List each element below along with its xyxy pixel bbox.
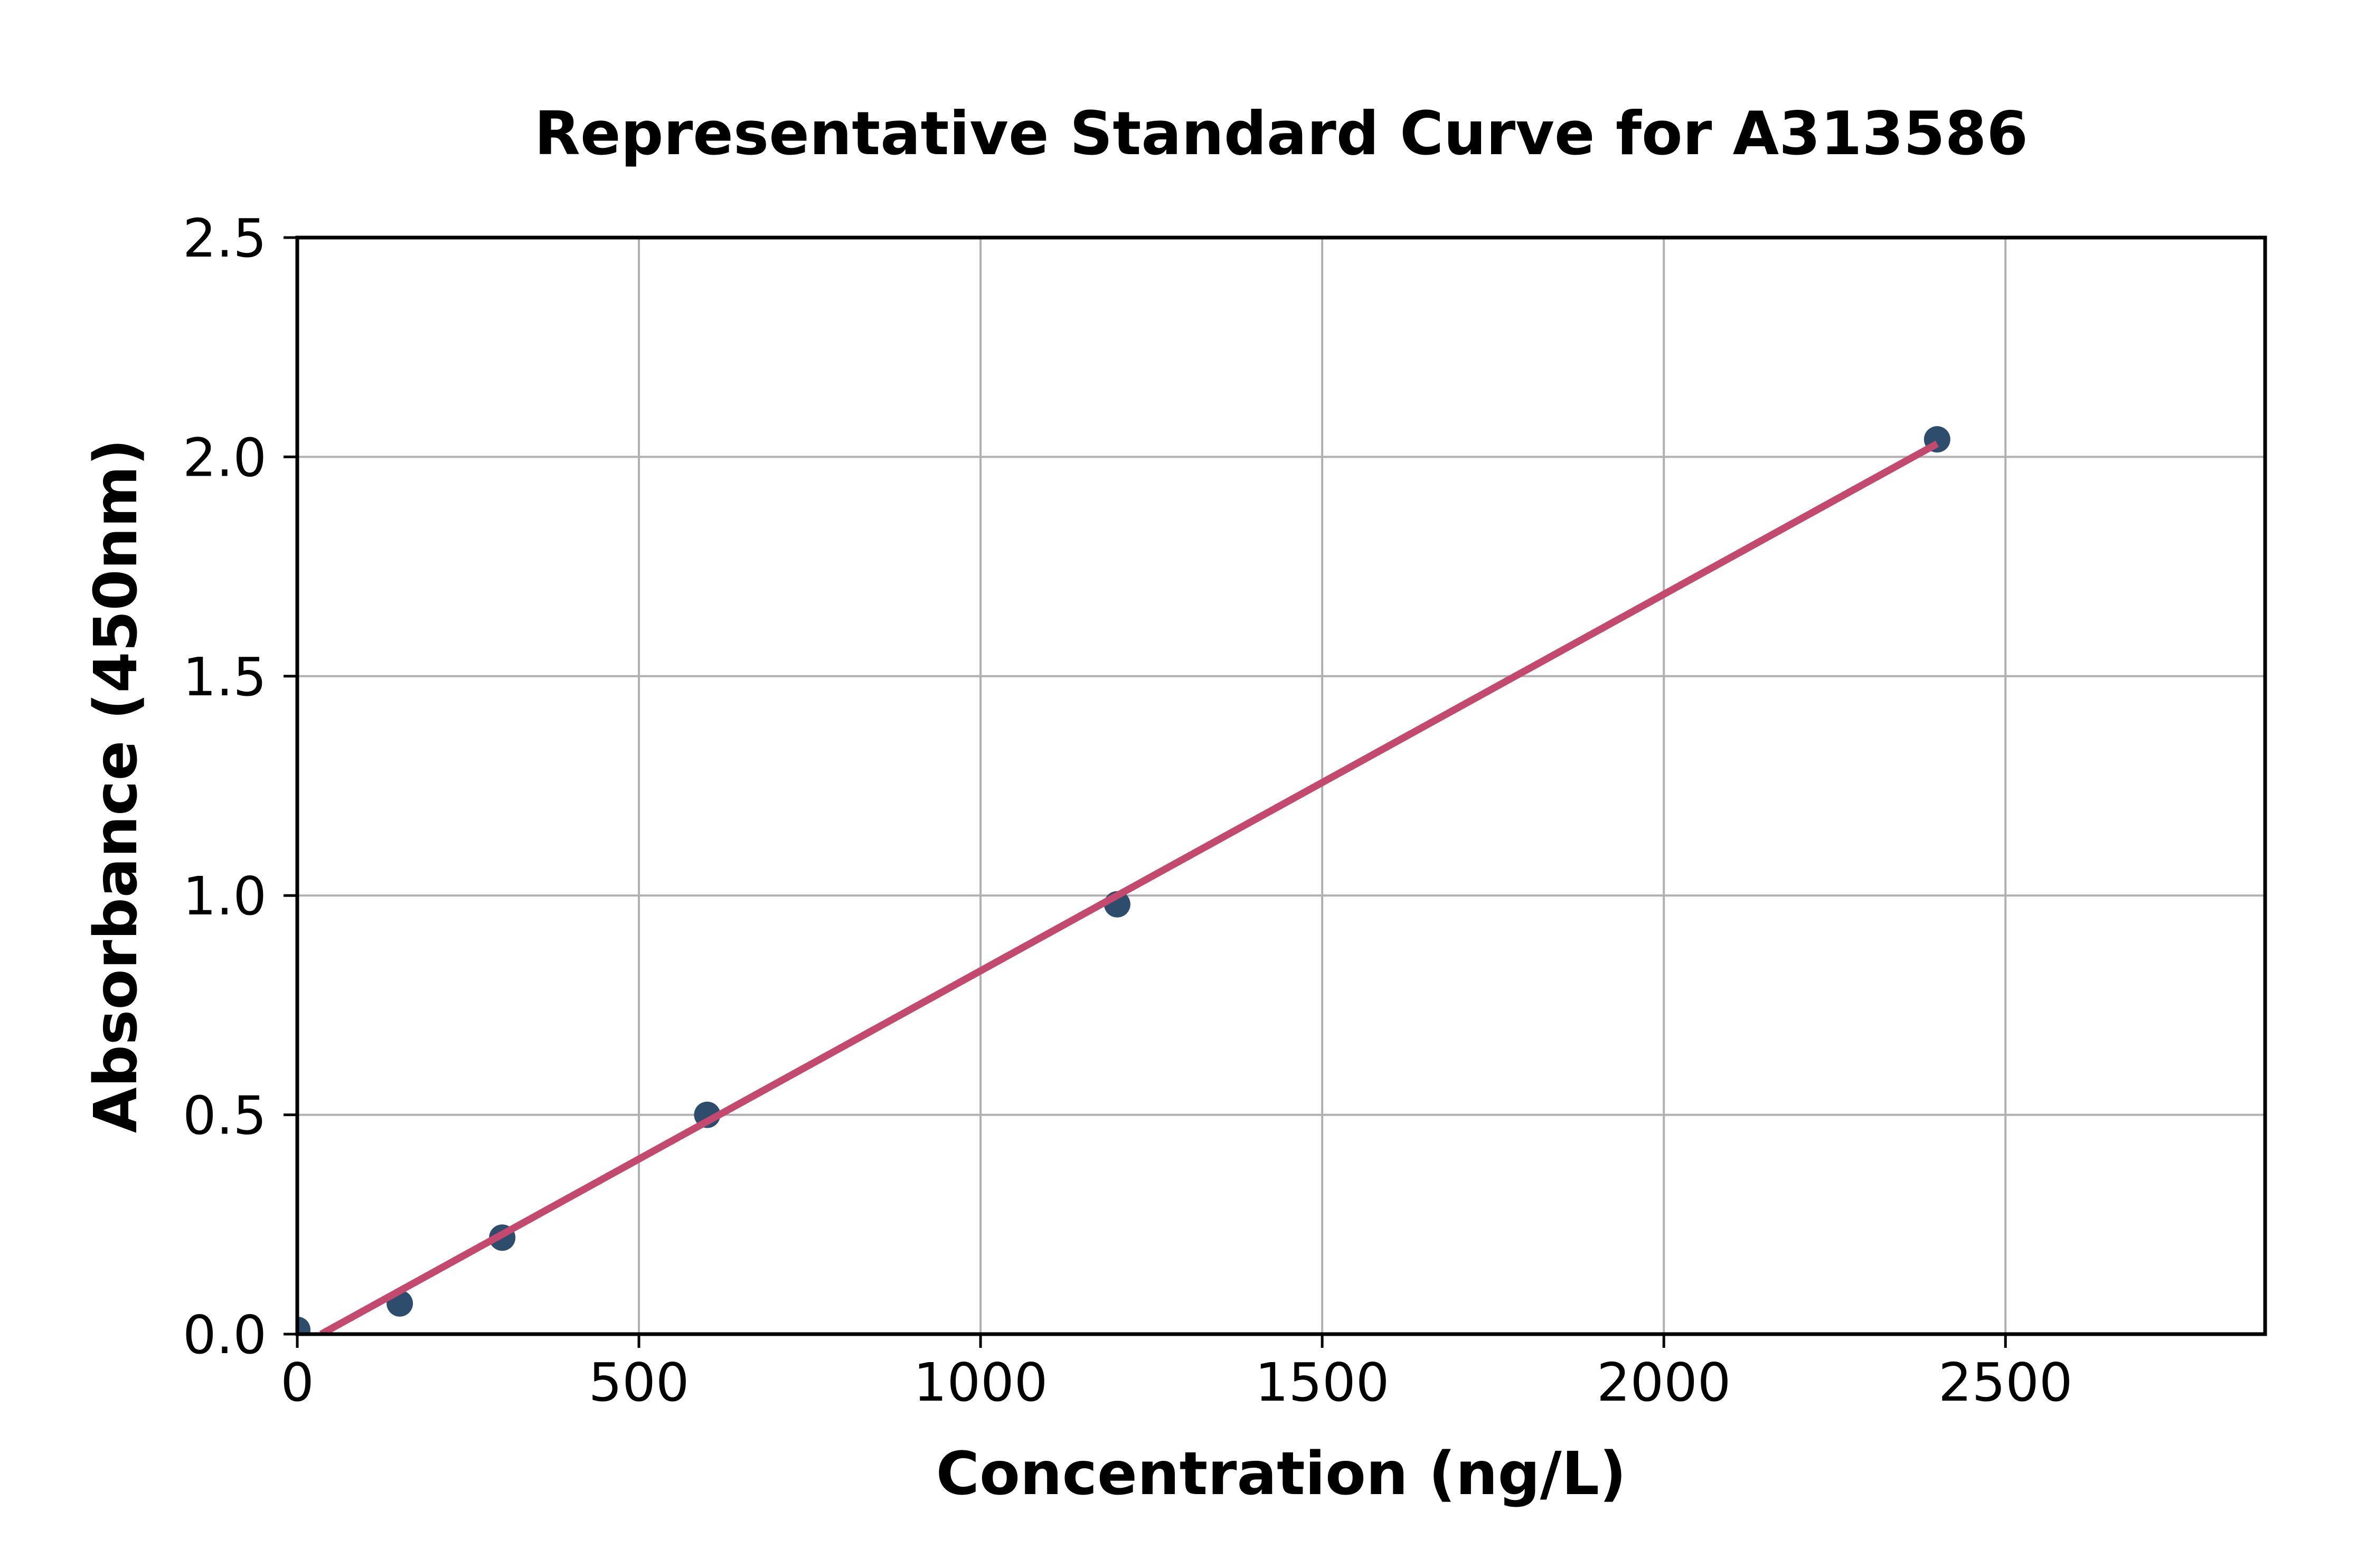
plot-border: [295, 235, 2267, 1336]
tick-label-layer: 0 500 1000 1500 2000 2500 0.0 0.5 1.0 1.5 2.0 2.5: [183, 207, 2073, 1413]
y-tick-label: 1.5: [183, 646, 267, 708]
tick-mark-layer: [284, 236, 2007, 1348]
x-tick-label: 2500: [1938, 1352, 2073, 1413]
x-tick-label: 0: [280, 1352, 314, 1413]
fit-line: [319, 440, 1939, 1334]
x-tick-label: 1000: [913, 1352, 1048, 1413]
y-tick-label: 2.0: [183, 427, 267, 488]
x-axis-label: Concentration (ng/L): [936, 1440, 1626, 1508]
x-tick-label: 1500: [1255, 1352, 1390, 1413]
x-tick-label: 500: [589, 1352, 690, 1413]
y-axis-label: Absorbance (450nm): [82, 439, 150, 1133]
y-tick-label: 1.0: [183, 865, 267, 927]
data-point: [297, 1316, 310, 1334]
y-tick-label: 0.5: [183, 1085, 267, 1147]
y-tick-label: 2.5: [183, 207, 267, 269]
x-tick-label: 2000: [1597, 1352, 1731, 1413]
gridline-layer: [297, 238, 2265, 1334]
y-tick-label: 0.0: [183, 1304, 267, 1366]
chart-title: Representative Standard Curve for A31358…: [534, 99, 2028, 168]
data-layer: [297, 426, 1950, 1334]
